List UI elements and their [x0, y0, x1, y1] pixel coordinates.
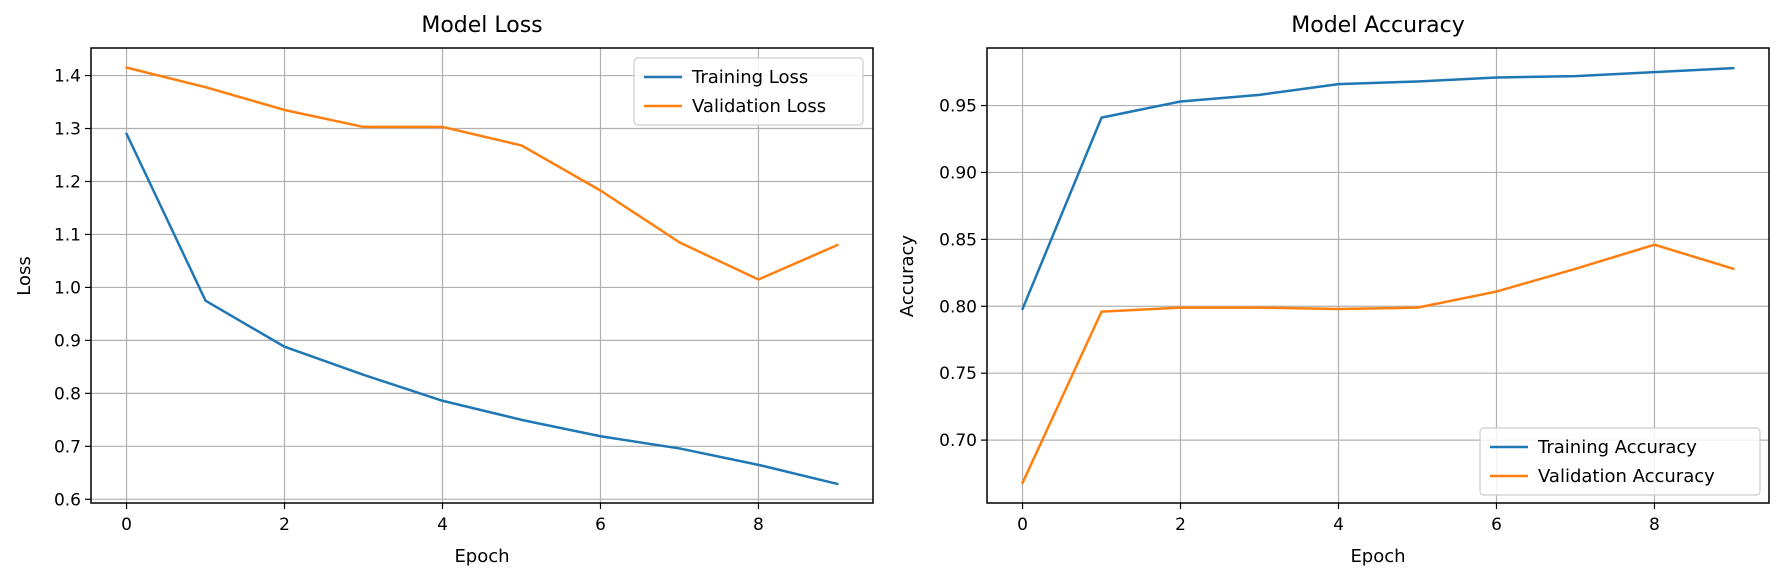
loss-legend-label-1: Validation Loss — [692, 96, 826, 117]
loss-ytick-label: 1.2 — [54, 172, 81, 192]
accuracy-series-line-1 — [1021, 243, 1735, 485]
loss-chart-ylabel: Loss — [14, 256, 35, 295]
accuracy-legend-label-1: Validation Accuracy — [1538, 466, 1715, 487]
loss-ytick-label: 1.3 — [54, 120, 81, 140]
loss-axes-frame — [90, 47, 874, 504]
loss-ytick-label: 1.4 — [54, 67, 81, 87]
accuracy-legend-frame — [1479, 427, 1761, 496]
loss-ytick-label: 1.0 — [54, 278, 81, 298]
accuracy-ytick-label: 0.80 — [939, 297, 977, 317]
loss-ytick-label: 0.8 — [54, 384, 81, 404]
accuracy-series-line-0 — [1021, 66, 1735, 311]
accuracy-legend: Training Accuracy Validation Accuracy — [1479, 427, 1761, 496]
accuracy-axes-frame — [986, 47, 1770, 504]
loss-xtick-label: 0 — [121, 515, 132, 535]
accuracy-chart-ylabel: Accuracy — [897, 235, 918, 318]
accuracy-legend-label-0: Training Accuracy — [1537, 437, 1697, 458]
accuracy-xtick-label: 8 — [1649, 515, 1660, 535]
accuracy-chart-xlabel: Epoch — [1350, 546, 1405, 567]
accuracy-chart-title: Model Accuracy — [1291, 13, 1465, 38]
loss-legend: Training Loss Validation Loss — [633, 57, 864, 126]
accuracy-xtick-label: 6 — [1491, 515, 1502, 535]
accuracy-ytick-label: 0.95 — [939, 97, 977, 117]
loss-xtick-label: 2 — [279, 515, 290, 535]
accuracy-ytick-label: 0.90 — [939, 163, 977, 183]
loss-chart-xlabel: Epoch — [454, 546, 509, 567]
loss-chart: Model Loss Epoch Loss 0 2 4 6 8 0.6 0.7 0.8 0.9 1… — [14, 13, 874, 567]
loss-xtick-label: 6 — [595, 515, 606, 535]
accuracy-ytick-label: 0.70 — [939, 431, 977, 451]
accuracy-ytick-label: 0.75 — [939, 364, 977, 384]
loss-chart-title: Model Loss — [421, 13, 542, 38]
loss-legend-label-0: Training Loss — [691, 67, 808, 88]
loss-series-line-0 — [125, 132, 839, 486]
accuracy-xtick-label: 4 — [1333, 515, 1344, 535]
loss-xtick-label: 4 — [437, 515, 448, 535]
loss-ytick-label: 0.7 — [54, 437, 81, 457]
loss-xtick-label: 8 — [753, 515, 764, 535]
accuracy-xtick-label: 0 — [1017, 515, 1028, 535]
loss-legend-frame — [633, 57, 864, 126]
loss-ytick-label: 1.1 — [54, 225, 81, 245]
accuracy-ytick-label: 0.85 — [939, 230, 977, 250]
accuracy-xtick-label: 2 — [1175, 515, 1186, 535]
loss-ytick-label: 0.9 — [54, 331, 81, 351]
accuracy-chart: Model Accuracy Epoch Accuracy 0 2 4 6 8 0.70 0… — [897, 13, 1770, 567]
loss-series-line-1 — [125, 66, 839, 281]
loss-ytick-label: 0.6 — [54, 490, 81, 510]
